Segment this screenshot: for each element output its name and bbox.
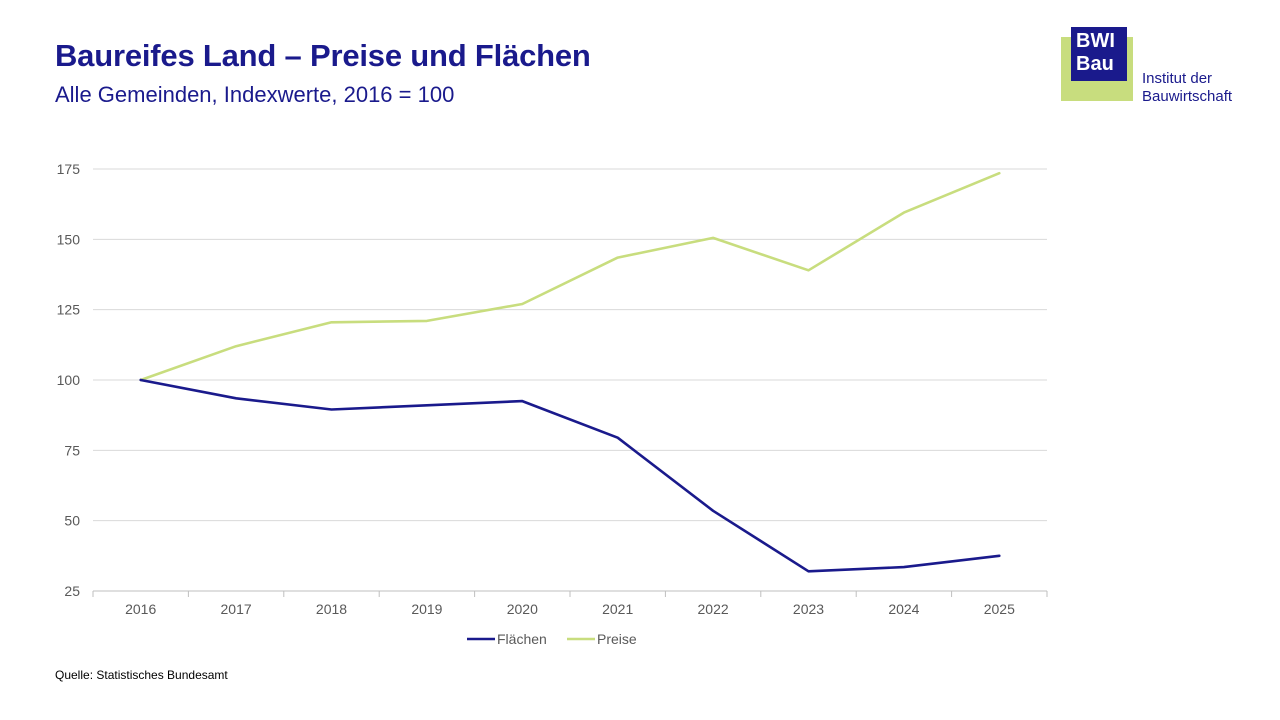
logo-text-line-1: Institut der (1142, 70, 1213, 87)
logo-line-2: Bau (1076, 53, 1114, 75)
legend-label: Preise (597, 631, 637, 647)
x-tick-label: 2019 (411, 601, 442, 617)
legend-label: Flächen (497, 631, 547, 647)
logo-text: Institut der Bauwirtschaft (1142, 70, 1232, 106)
y-tick-label: 100 (57, 372, 81, 388)
x-tick-label: 2021 (602, 601, 633, 617)
y-tick-label: 150 (57, 231, 81, 247)
chart-title: Baureifes Land – Preise und Flächen (55, 38, 591, 73)
logo-blue-block: BWI Bau (1071, 27, 1127, 81)
legend: Flächen Preise (467, 631, 637, 647)
x-tick-label: 2018 (316, 601, 347, 617)
x-tick-label: 2023 (793, 601, 824, 617)
x-tick-label: 2017 (221, 601, 252, 617)
x-tick-label: 2025 (984, 601, 1015, 617)
bwi-bau-logo: BWI Bau Institut der Bauwirtschaft (1061, 25, 1261, 105)
x-tick-label: 2020 (507, 601, 538, 617)
y-axis-ticks: 25 50 75 100 125 150 175 (57, 161, 81, 599)
logo-text-line-2: Bauwirtschaft (1142, 88, 1233, 105)
chart-subtitle: Alle Gemeinden, Indexwerte, 2016 = 100 (55, 82, 455, 107)
x-tick-label: 2016 (125, 601, 156, 617)
series-line-fl-chen (139, 378, 1001, 573)
y-tick-label: 125 (57, 302, 81, 318)
y-tick-label: 75 (64, 442, 80, 458)
y-tick-label: 50 (64, 513, 80, 529)
y-tick-label: 175 (57, 161, 81, 177)
gridlines (93, 168, 1047, 592)
source-note: Quelle: Statistisches Bundesamt (55, 668, 228, 682)
series-line-preise (139, 171, 1001, 382)
x-tick-label: 2024 (888, 601, 919, 617)
y-tick-label: 25 (64, 583, 80, 599)
series-lines (139, 171, 1001, 573)
x-tick-label: 2022 (698, 601, 729, 617)
x-axis: 2016 2017 2018 2019 2020 2021 2022 2023 2024 2025 (92, 591, 1048, 617)
logo-line-1: BWI (1076, 30, 1115, 52)
